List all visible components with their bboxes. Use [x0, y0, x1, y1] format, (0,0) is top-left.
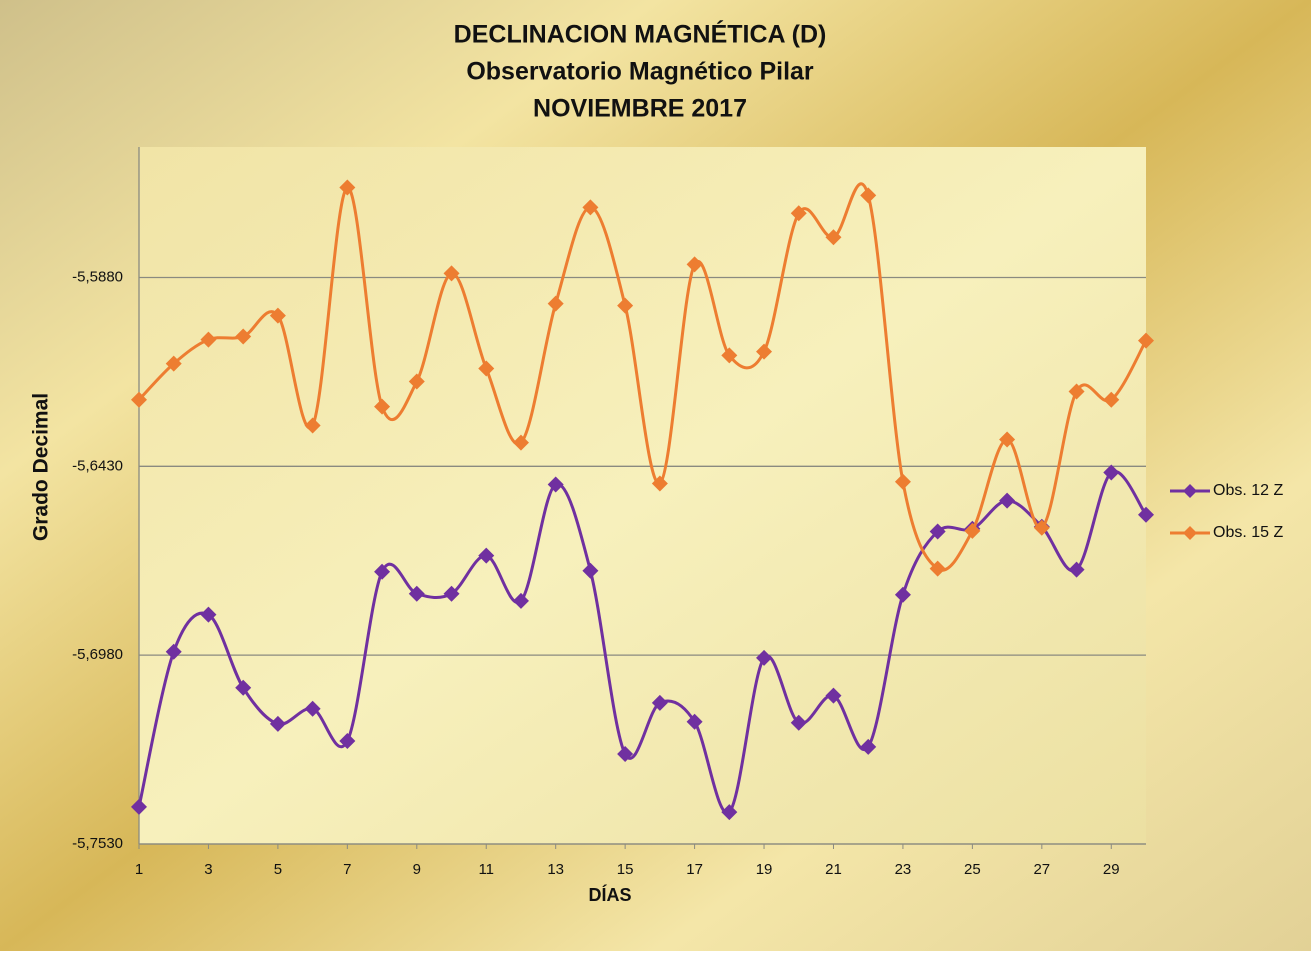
y-tick-label: -5,6980: [72, 646, 123, 663]
x-axis-title: DÍAS: [588, 884, 631, 905]
x-tick-label: 11: [478, 861, 494, 878]
chart-subtitle: Observatorio Magnético Pilar: [466, 58, 814, 86]
data-point: [756, 649, 773, 666]
data-point: [165, 355, 182, 372]
data-point: [131, 391, 147, 408]
data-point: [443, 265, 460, 282]
legend-marker: [1183, 526, 1197, 540]
x-tick-label: 29: [1103, 861, 1120, 878]
data-point: [686, 713, 703, 730]
data-point: [964, 522, 981, 539]
data-point: [269, 307, 286, 324]
chart-subtitle: NOVIEMBRE 2017: [533, 95, 747, 123]
data-point: [235, 328, 252, 345]
y-tick-label: -5,6430: [72, 457, 123, 474]
x-tick-label: 3: [204, 861, 212, 878]
data-point: [547, 476, 564, 493]
plot-area: [139, 147, 1146, 844]
data-point: [200, 606, 217, 623]
data-point: [408, 373, 425, 390]
data-point: [1103, 464, 1120, 481]
data-point: [721, 347, 738, 364]
y-tick-label: -5,5880: [72, 268, 123, 285]
data-point: [790, 714, 807, 731]
legend-label: Obs. 15 Z: [1213, 524, 1283, 541]
data-point: [374, 398, 391, 415]
data-point: [651, 475, 668, 492]
x-tick-label: 7: [343, 861, 351, 878]
y-tick-label: -5,7530: [72, 835, 123, 852]
data-point: [617, 746, 634, 763]
x-tick-label: 13: [547, 861, 564, 878]
data-point: [999, 431, 1016, 448]
data-point: [860, 738, 877, 755]
data-point: [929, 560, 946, 577]
data-point: [1138, 506, 1154, 523]
data-point: [929, 523, 946, 540]
data-point: [304, 700, 321, 717]
x-tick-label: 19: [756, 861, 773, 878]
data-point: [582, 199, 599, 216]
legend-label: Obs. 12 Z: [1213, 482, 1283, 499]
data-point: [999, 492, 1016, 509]
x-tick-label: 9: [413, 861, 421, 878]
data-point: [339, 732, 356, 749]
data-point: [582, 562, 599, 579]
data-point: [512, 592, 529, 609]
data-point: [478, 547, 495, 564]
data-point: [131, 798, 147, 815]
data-point: [165, 643, 182, 660]
data-point: [547, 295, 564, 312]
data-point: [1138, 332, 1154, 349]
x-tick-label: 25: [964, 861, 981, 878]
data-point: [1033, 519, 1050, 536]
x-tick-label: 17: [686, 861, 703, 878]
data-point: [756, 343, 773, 360]
data-point: [860, 187, 877, 204]
data-point: [825, 229, 842, 246]
chart-title: DECLINACION MAGNÉTICA (D): [454, 20, 827, 49]
data-point: [478, 360, 495, 377]
data-point: [1103, 391, 1120, 408]
x-tick-label: 1: [135, 861, 143, 878]
data-point: [374, 563, 391, 580]
x-tick-label: 23: [895, 861, 912, 878]
x-tick-label: 27: [1033, 861, 1050, 878]
y-axis-title: Grado Decimal: [30, 393, 53, 541]
data-point: [721, 804, 738, 821]
x-tick-label: 15: [617, 861, 634, 878]
data-point: [790, 205, 807, 222]
data-point: [1068, 383, 1085, 400]
legend-marker: [1183, 484, 1197, 498]
data-point: [269, 715, 286, 732]
data-point: [894, 473, 911, 490]
x-tick-label: 21: [825, 861, 842, 878]
data-point: [443, 585, 460, 602]
data-point: [617, 297, 634, 314]
data-point: [1068, 561, 1085, 578]
data-point: [408, 585, 425, 602]
data-point: [235, 679, 252, 696]
data-point: [200, 331, 217, 348]
data-point: [339, 179, 356, 196]
x-tick-label: 5: [274, 861, 282, 878]
data-point: [894, 586, 911, 603]
data-point: [512, 434, 529, 451]
data-point: [304, 417, 321, 434]
data-point: [825, 687, 842, 704]
data-point: [686, 256, 703, 273]
data-point: [651, 694, 668, 711]
